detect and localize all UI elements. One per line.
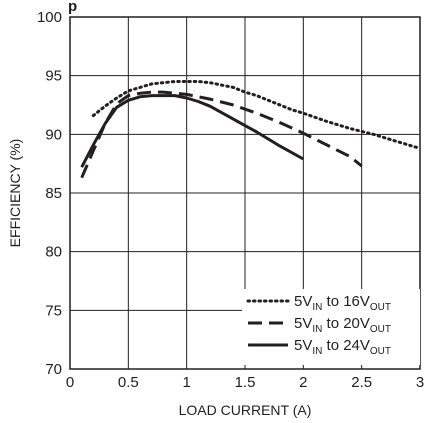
series-lines: [80, 80, 422, 179]
series-line-3: [80, 94, 305, 168]
tick-labels: 0 0.5 1 1.5 2 2.5 3 70 75 80 85 90 95 100: [37, 9, 424, 391]
x-tick-label: 1.5: [235, 374, 256, 391]
y-tick-label: 80: [45, 244, 62, 261]
chart-title-fragment-text: p: [68, 0, 77, 15]
legend-label-3: 5VIN to 24VOUT: [294, 337, 391, 357]
y-axis-label: EFFICIENCY (%): [7, 139, 23, 248]
x-tick-label: 2: [299, 374, 307, 391]
chart-title-fragment: p: [68, 0, 77, 15]
legend-label-2: 5VIN to 20VOUT: [294, 315, 391, 335]
y-tick-label: 100: [37, 9, 62, 26]
y-tick-label: 85: [45, 185, 62, 202]
x-tick-label: 3: [416, 374, 424, 391]
y-tick-label: 75: [45, 302, 62, 319]
axis-labels: LOAD CURRENT (A) EFFICIENCY (%): [7, 139, 311, 418]
x-tick-label: 0: [66, 374, 74, 391]
series-line-2: [80, 90, 363, 179]
y-tick-label: 95: [45, 68, 62, 85]
y-tick-label: 70: [45, 361, 62, 378]
series-line-1: [91, 80, 422, 150]
plot-frame: [69, 16, 421, 370]
x-tick-label: 0.5: [118, 374, 139, 391]
x-axis-label: LOAD CURRENT (A): [179, 402, 312, 418]
y-tick-label: 90: [45, 126, 62, 143]
x-tick-label: 1: [182, 374, 190, 391]
legend-label-1: 5VIN to 16VOUT: [294, 293, 391, 313]
x-tick-label: 2.5: [351, 374, 372, 391]
